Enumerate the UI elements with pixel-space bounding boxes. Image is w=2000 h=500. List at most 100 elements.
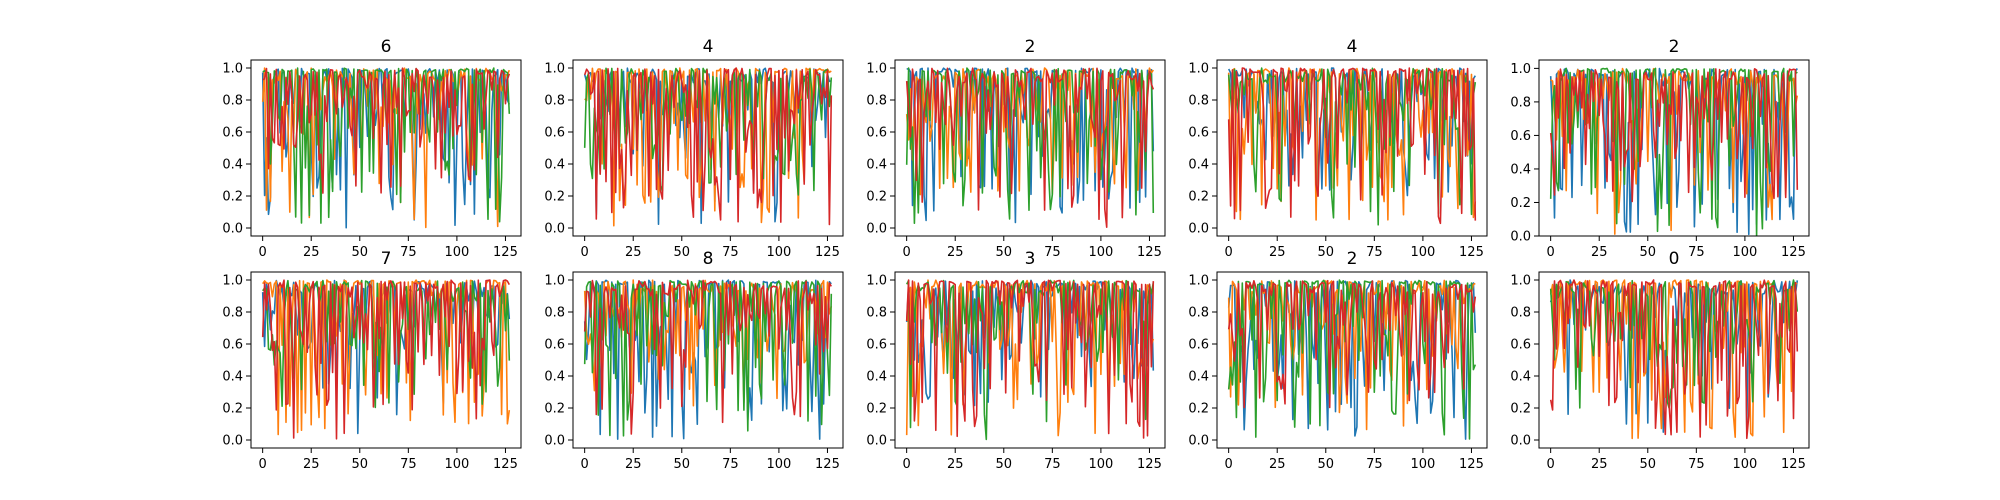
y-tick-label: 0.4 xyxy=(866,158,887,173)
x-tick-label: 100 xyxy=(766,245,791,260)
x-tick-label: 125 xyxy=(815,457,840,472)
series-group xyxy=(1227,279,1477,440)
series-group xyxy=(905,279,1155,441)
subplot-8: 3 0 25 50 75 100 125 0.0 0.2 0.4 0.6 0.8 1.0 xyxy=(866,249,1166,472)
subplot-9: 2 0 25 50 75 100 125 0.0 0.2 0.4 0.6 0.8 1.0 xyxy=(1188,249,1488,472)
y-tick-label: 1.0 xyxy=(1510,62,1531,77)
x-tick-label: 0 xyxy=(1547,245,1555,260)
x-tick-label: 75 xyxy=(722,245,739,260)
y-tick-label: 0.4 xyxy=(1188,370,1209,385)
y-tick-label: 1.0 xyxy=(1188,274,1209,289)
x-tick-label: 100 xyxy=(1088,457,1113,472)
series-group xyxy=(1549,67,1799,236)
axes-frame xyxy=(250,271,522,449)
y-tick-label: 0.0 xyxy=(544,434,565,449)
y-tick-label: 0.8 xyxy=(1510,95,1531,110)
x-tick-label: 25 xyxy=(1591,457,1608,472)
x-tick-label: 75 xyxy=(1688,457,1705,472)
subplot-title: 7 xyxy=(381,249,392,269)
subplot-10: 0 0 25 50 75 100 125 0.0 0.2 0.4 0.6 0.8 1.0 xyxy=(1510,249,1810,472)
y-tick-label: 0.0 xyxy=(1188,222,1209,237)
x-tick-label: 0 xyxy=(581,245,589,260)
y-tick-label: 0.8 xyxy=(866,94,887,109)
y-tick-label: 0.8 xyxy=(866,306,887,321)
subplot-title: 8 xyxy=(703,249,714,269)
subplot-title: 6 xyxy=(381,37,392,57)
x-tick-label: 0 xyxy=(581,457,589,472)
x-tick-label: 50 xyxy=(1318,245,1335,260)
y-tick-label: 0.4 xyxy=(544,158,565,173)
x-tick-label: 25 xyxy=(303,245,320,260)
y-tick-label: 0.2 xyxy=(544,190,565,205)
x-tick-label: 125 xyxy=(1137,457,1162,472)
y-tick-label: 0.6 xyxy=(1510,338,1531,353)
y-tick-label: 0.4 xyxy=(866,370,887,385)
y-tick-label: 0.2 xyxy=(222,402,243,417)
y-tick-label: 0.8 xyxy=(222,306,243,321)
x-tick-label: 0 xyxy=(903,245,911,260)
x-tick-label: 50 xyxy=(352,457,369,472)
subplot-4: 4 0 25 50 75 100 125 0.0 0.2 0.4 0.6 0.8 1.0 xyxy=(1188,37,1488,260)
x-tick-label: 50 xyxy=(1318,457,1335,472)
y-tick-label: 1.0 xyxy=(866,62,887,77)
y-tick-label: 0.4 xyxy=(544,370,565,385)
series-group xyxy=(1549,279,1799,440)
y-tick-label: 0.6 xyxy=(544,126,565,141)
axes-frame xyxy=(894,271,1166,449)
y-tick-label: 0.8 xyxy=(222,94,243,109)
x-tick-label: 50 xyxy=(996,245,1013,260)
series-line-4 xyxy=(583,279,832,435)
subplot-3: 2 0 25 50 75 100 125 0.0 0.2 0.4 0.6 0.8 1.0 xyxy=(866,37,1166,260)
x-tick-label: 125 xyxy=(493,245,518,260)
y-tick-label: 0.2 xyxy=(866,190,887,205)
y-tick-label: 0.4 xyxy=(222,158,243,173)
x-tick-label: 75 xyxy=(1366,245,1383,260)
y-tick-label: 0.8 xyxy=(1188,94,1209,109)
x-tick-label: 100 xyxy=(1088,245,1113,260)
x-tick-label: 50 xyxy=(996,457,1013,472)
x-tick-label: 0 xyxy=(903,457,911,472)
y-tick-label: 0.0 xyxy=(866,434,887,449)
axes-frame xyxy=(1538,271,1810,449)
x-tick-label: 25 xyxy=(1269,457,1286,472)
axes-frame xyxy=(1216,59,1488,237)
series-line-4 xyxy=(1549,279,1799,440)
y-tick-label: 1.0 xyxy=(544,62,565,77)
y-tick-label: 0.6 xyxy=(1188,338,1209,353)
subplot-title: 2 xyxy=(1025,37,1036,57)
x-tick-label: 125 xyxy=(1459,457,1484,472)
x-tick-label: 25 xyxy=(1269,245,1286,260)
series-line-3 xyxy=(1549,67,1798,236)
y-tick-label: 0.6 xyxy=(222,126,243,141)
y-tick-label: 0.2 xyxy=(1510,402,1531,417)
series-line-4 xyxy=(262,67,511,194)
x-tick-label: 100 xyxy=(444,245,469,260)
y-tick-label: 0.0 xyxy=(222,434,243,449)
x-tick-label: 125 xyxy=(1459,245,1484,260)
x-tick-label: 75 xyxy=(400,457,417,472)
y-tick-label: 0.2 xyxy=(222,190,243,205)
x-tick-label: 0 xyxy=(1547,457,1555,472)
x-tick-label: 100 xyxy=(1732,245,1757,260)
x-tick-label: 0 xyxy=(259,457,267,472)
subplot-title: 2 xyxy=(1347,249,1358,269)
y-tick-label: 1.0 xyxy=(222,274,243,289)
y-tick-label: 0.2 xyxy=(1188,190,1209,205)
x-tick-label: 25 xyxy=(625,245,642,260)
series-line-4 xyxy=(261,279,511,440)
series-line-4 xyxy=(905,67,1155,228)
x-tick-label: 0 xyxy=(259,245,267,260)
y-tick-label: 0.0 xyxy=(544,222,565,237)
axes-frame xyxy=(572,271,844,449)
x-tick-label: 100 xyxy=(444,457,469,472)
series-line-4 xyxy=(1227,279,1477,409)
x-tick-label: 100 xyxy=(1732,457,1757,472)
y-tick-label: 0.8 xyxy=(1510,306,1531,321)
y-tick-label: 0.2 xyxy=(1510,196,1531,211)
x-tick-label: 25 xyxy=(625,457,642,472)
x-tick-label: 50 xyxy=(674,457,691,472)
x-tick-label: 50 xyxy=(674,245,691,260)
axes-frame xyxy=(1538,59,1810,237)
y-tick-label: 0.0 xyxy=(866,222,887,237)
